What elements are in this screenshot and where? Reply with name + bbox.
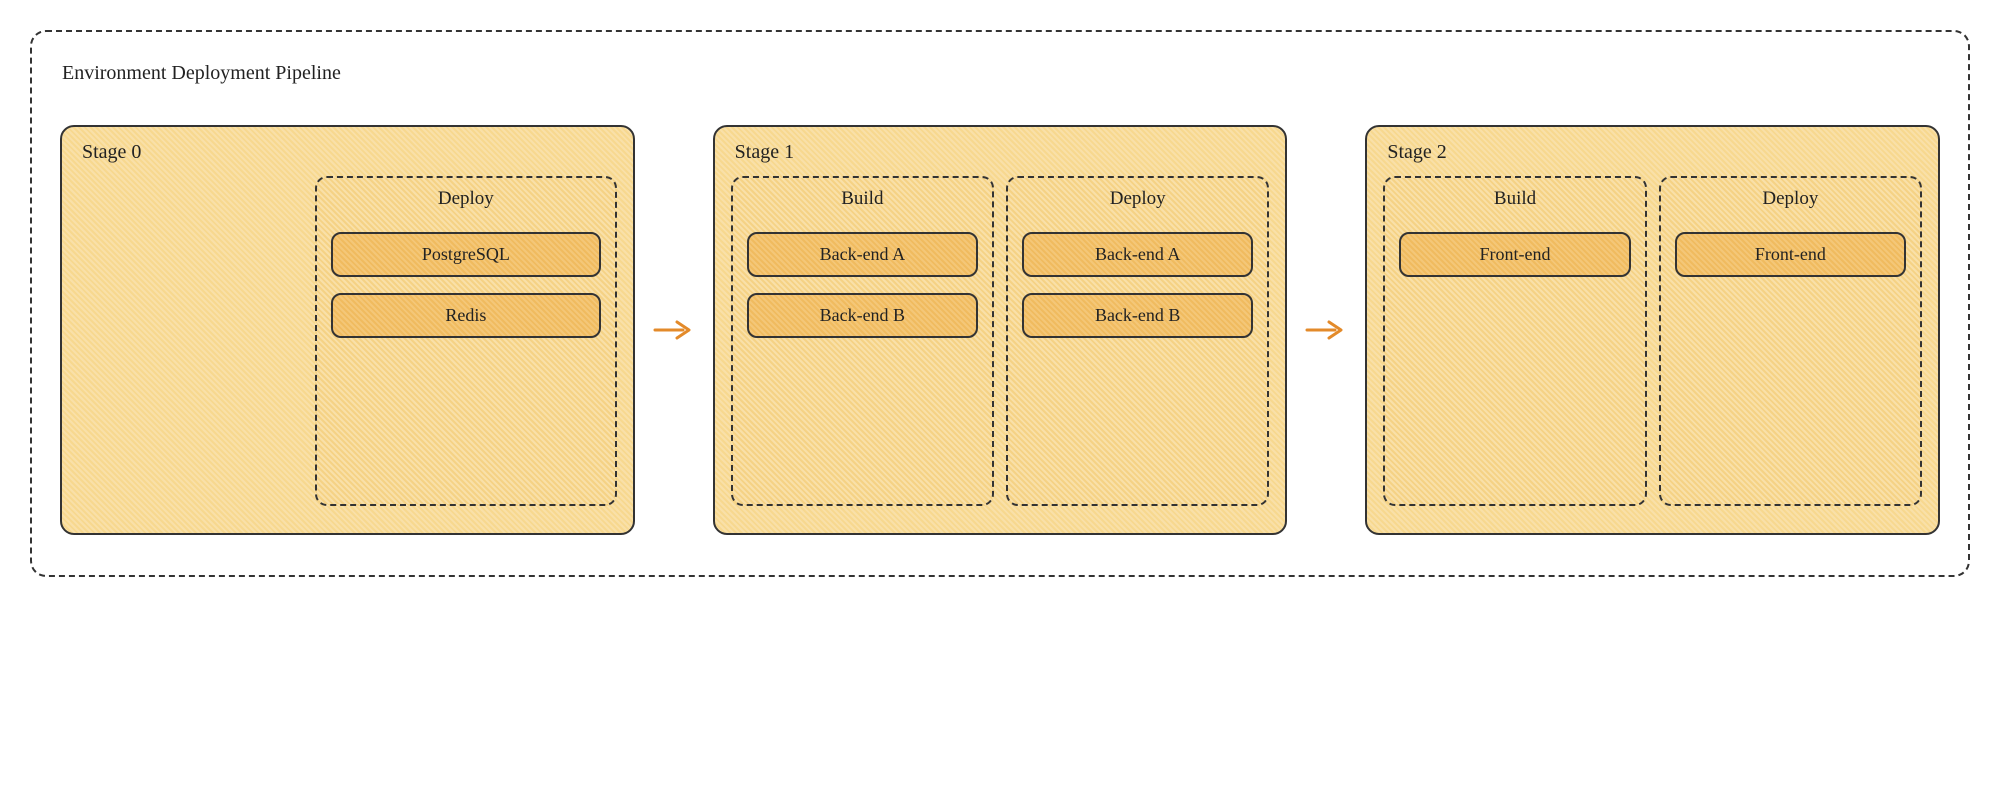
stage-2-group-deploy-title: Deploy <box>1673 188 1908 210</box>
stages-row: Stage 0 Deploy PostgreSQL Redis Stage 1 … <box>60 105 1940 535</box>
stage-2-group-build-title: Build <box>1397 188 1632 210</box>
arrow-0-to-1 <box>653 316 695 344</box>
stage-1-group-build: Build Back-end A Back-end B <box>731 176 994 506</box>
stage-0: Stage 0 Deploy PostgreSQL Redis <box>60 125 635 535</box>
item-redis: Redis <box>331 293 601 338</box>
stage-1-group-deploy-title: Deploy <box>1020 188 1255 210</box>
stage-1: Stage 1 Build Back-end A Back-end B Depl… <box>713 125 1288 535</box>
stage-0-groups: Deploy PostgreSQL Redis <box>78 176 617 506</box>
arrow-1-to-2 <box>1305 316 1347 344</box>
stage-0-group-deploy-title: Deploy <box>329 188 603 210</box>
pipeline-title: Environment Deployment Pipeline <box>60 52 1940 105</box>
item-backend-a-deploy: Back-end A <box>1022 232 1253 277</box>
stage-0-title: Stage 0 <box>78 141 617 164</box>
stage-2: Stage 2 Build Front-end Deploy Front-end <box>1365 125 1940 535</box>
stage-2-group-deploy: Deploy Front-end <box>1659 176 1922 506</box>
item-backend-b-build: Back-end B <box>747 293 978 338</box>
stage-2-title: Stage 2 <box>1383 141 1922 164</box>
stage-1-group-deploy: Deploy Back-end A Back-end B <box>1006 176 1269 506</box>
item-backend-a-build: Back-end A <box>747 232 978 277</box>
stage-1-groups: Build Back-end A Back-end B Deploy Back-… <box>731 176 1270 506</box>
item-frontend-deploy: Front-end <box>1675 232 1906 277</box>
stage-1-title: Stage 1 <box>731 141 1270 164</box>
item-postgresql: PostgreSQL <box>331 232 601 277</box>
stage-2-group-build: Build Front-end <box>1383 176 1646 506</box>
stage-0-group-deploy: Deploy PostgreSQL Redis <box>315 176 617 506</box>
item-frontend-build: Front-end <box>1399 232 1630 277</box>
stage-1-group-build-title: Build <box>745 188 980 210</box>
stage-2-groups: Build Front-end Deploy Front-end <box>1383 176 1922 506</box>
pipeline-container: Environment Deployment Pipeline Stage 0 … <box>30 30 1970 577</box>
item-backend-b-deploy: Back-end B <box>1022 293 1253 338</box>
